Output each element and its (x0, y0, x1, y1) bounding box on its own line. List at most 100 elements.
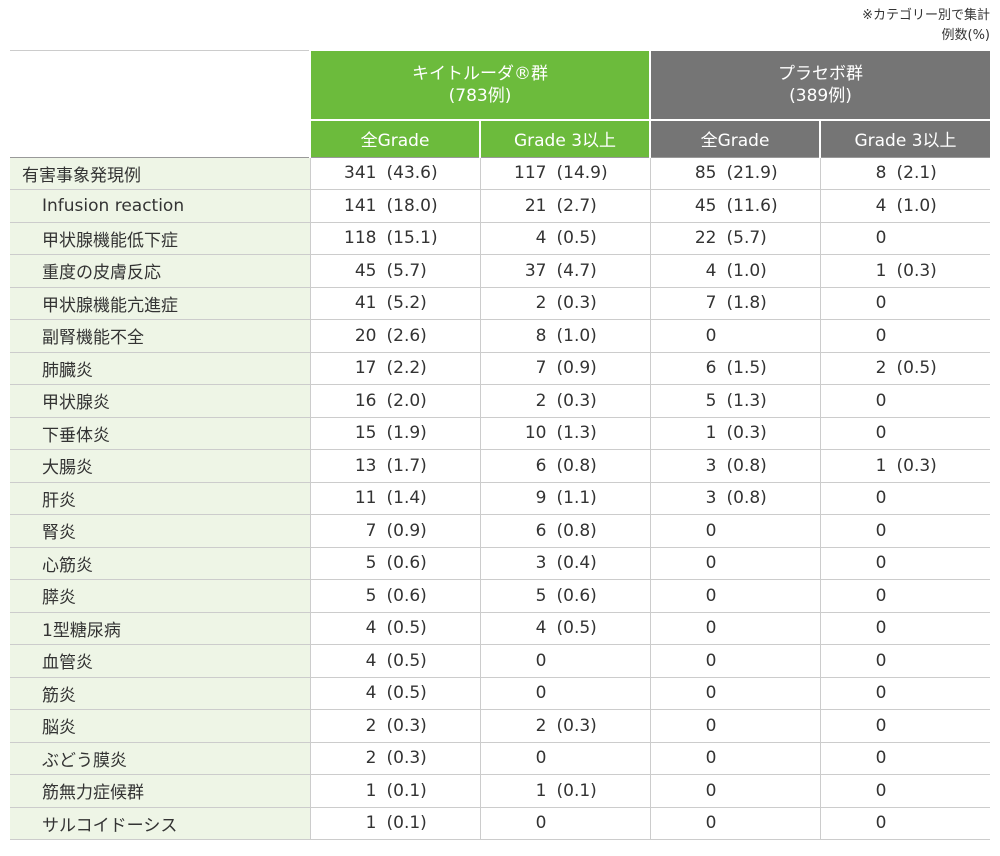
cell: 0 (479, 677, 650, 710)
row-label: Infusion reaction (10, 189, 310, 223)
row-label: 肺臓炎 (10, 352, 310, 385)
cell: 3 (0.8) (649, 482, 820, 515)
row-label: 下垂体炎 (10, 417, 310, 450)
cell-count: 0 (705, 748, 717, 769)
cell: 7 (0.9) (479, 352, 650, 385)
cell-count: 4 (535, 618, 547, 639)
cell-percent: (1.3) (726, 390, 767, 411)
cell-count: 117 (514, 163, 547, 184)
row-label: 甲状腺炎 (10, 384, 310, 418)
cell: 7 (1.8) (649, 287, 820, 320)
cell-count: 1 (875, 260, 887, 281)
cell: 0 (479, 807, 650, 840)
cell: 2 (0.3) (309, 742, 480, 775)
cell-count: 45 (354, 260, 377, 281)
cell-percent: (0.5) (556, 618, 597, 639)
cell: 3 (0.8) (649, 449, 820, 483)
cell-percent: (0.9) (556, 358, 597, 379)
cell-percent: (15.1) (386, 228, 438, 249)
cell-percent: (1.3) (556, 423, 597, 444)
cell-count: 6 (535, 455, 547, 476)
cell-percent: (2.6) (386, 325, 427, 346)
header-row: キイトルーダ®群 (783例) プラセボ群 (389例) (10, 50, 990, 157)
cell-count: 0 (705, 618, 717, 639)
notes: ※カテゴリー別で集計 例数(%) (862, 6, 990, 46)
cell-count: 17 (354, 358, 377, 379)
cell-count: 2 (875, 358, 887, 379)
cell-percent: (0.1) (386, 780, 427, 801)
cell-percent: (0.1) (556, 780, 597, 801)
cell-count: 0 (705, 553, 717, 574)
cell-count: 2 (535, 390, 547, 411)
cell-percent: (18.0) (386, 195, 438, 216)
cell-percent: (21.9) (726, 163, 778, 184)
cell-count: 0 (875, 780, 887, 801)
cell-percent: (5.2) (386, 293, 427, 314)
cell: 21 (2.7) (479, 189, 650, 223)
row-label: 1型糖尿病 (10, 612, 310, 645)
cell: 37 (4.7) (479, 254, 650, 288)
cell-count: 0 (875, 715, 887, 736)
cell-percent: (1.1) (556, 488, 597, 509)
row-label: 甲状腺機能亢進症 (10, 287, 310, 320)
cell-count: 0 (875, 585, 887, 606)
cell-count: 0 (705, 780, 717, 801)
cell-percent: (0.5) (386, 683, 427, 704)
cell-count: 13 (354, 455, 377, 476)
cell: 0 (649, 579, 820, 613)
table-row: 膵炎 5 (0.6) 5 (0.6) 0 0 (10, 579, 990, 613)
cell: 2 (0.3) (479, 709, 650, 743)
cell: 3 (0.4) (479, 547, 650, 580)
cell-count: 85 (694, 163, 717, 184)
cell: 22 (5.7) (649, 222, 820, 255)
cell-percent: (2.0) (386, 390, 427, 411)
cell-percent: (4.7) (556, 260, 597, 281)
table-row: 腎炎 7 (0.9) 6 (0.8) 0 0 (10, 514, 990, 548)
cell-percent: (0.8) (726, 455, 767, 476)
row-label: 重度の皮膚反応 (10, 254, 310, 288)
table-row: 甲状腺機能亢進症 41 (5.2) 2 (0.3) 7 (1.8) 0 (10, 287, 990, 320)
cell-percent: (2.7) (556, 195, 597, 216)
cell-percent: (0.6) (386, 585, 427, 606)
cell: 10 (1.3) (479, 417, 650, 450)
cell-percent: (0.6) (556, 585, 597, 606)
cell: 0 (649, 644, 820, 678)
cell-percent: (0.8) (556, 455, 597, 476)
cell: 0 (819, 807, 990, 840)
cell-percent: (1.5) (726, 358, 767, 379)
cell: 0 (479, 742, 650, 775)
cell-count: 1 (705, 423, 717, 444)
header-blank (10, 50, 310, 157)
table-row: 甲状腺機能低下症 118 (15.1) 4 (0.5) 22 (5.7) 0 (10, 222, 990, 255)
table-row: 甲状腺炎 16 (2.0) 2 (0.3) 5 (1.3) 0 (10, 384, 990, 418)
cell-count: 4 (365, 650, 377, 671)
cell: 0 (649, 514, 820, 548)
cell-count: 5 (535, 585, 547, 606)
cell: 6 (0.8) (479, 449, 650, 483)
cell-count: 4 (705, 260, 717, 281)
subheader: Grade 3以上 (819, 118, 990, 157)
cell-count: 0 (705, 683, 717, 704)
cell: 5 (1.3) (649, 384, 820, 418)
table-row: 副腎機能不全 20 (2.6) 8 (1.0) 0 0 (10, 319, 990, 353)
cell-count: 8 (875, 163, 887, 184)
cell-count: 5 (705, 390, 717, 411)
cell-count: 0 (875, 520, 887, 541)
group-count: (783例) (448, 85, 512, 106)
cell: 1 (0.1) (309, 774, 480, 808)
row-label: 脳炎 (10, 709, 310, 743)
cell-percent: (14.9) (556, 163, 608, 184)
cell: 17 (2.2) (309, 352, 480, 385)
table-row: 脳炎 2 (0.3) 2 (0.3) 0 0 (10, 709, 990, 743)
cell-count: 0 (535, 748, 547, 769)
cell-percent: (0.3) (386, 715, 427, 736)
cell: 9 (1.1) (479, 482, 650, 515)
cell-count: 22 (694, 228, 717, 249)
cell-count: 4 (535, 228, 547, 249)
cell: 0 (649, 709, 820, 743)
cell: 0 (479, 644, 650, 678)
cell: 0 (819, 644, 990, 678)
cell-count: 2 (535, 293, 547, 314)
cell-count: 0 (875, 488, 887, 509)
